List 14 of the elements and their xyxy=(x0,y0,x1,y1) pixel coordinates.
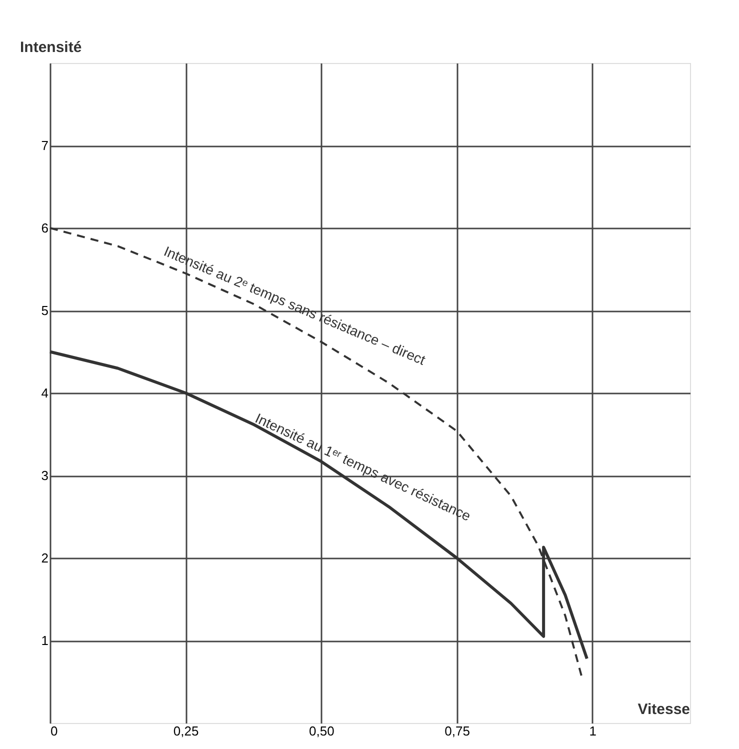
x-tick-label: 1 xyxy=(589,724,596,738)
x-axis-title: Vitesse xyxy=(638,701,690,718)
y-tick-label: 1 xyxy=(41,633,48,648)
x-tick-label: 0,50 xyxy=(309,724,334,738)
y-tick-label: 3 xyxy=(41,468,48,483)
y-axis-title: Intensité xyxy=(20,39,82,56)
y-tick-label: 5 xyxy=(41,303,48,318)
y-tick-label: 4 xyxy=(41,386,48,400)
x-tick-label: 0 xyxy=(50,724,58,738)
y-tick-label: 6 xyxy=(41,220,48,236)
x-tick-label: 0,25 xyxy=(173,724,199,738)
x-tick-label: 0,75 xyxy=(444,724,470,738)
y-tick-label: 2 xyxy=(41,550,48,566)
y-tick-label: 7 xyxy=(41,138,48,153)
